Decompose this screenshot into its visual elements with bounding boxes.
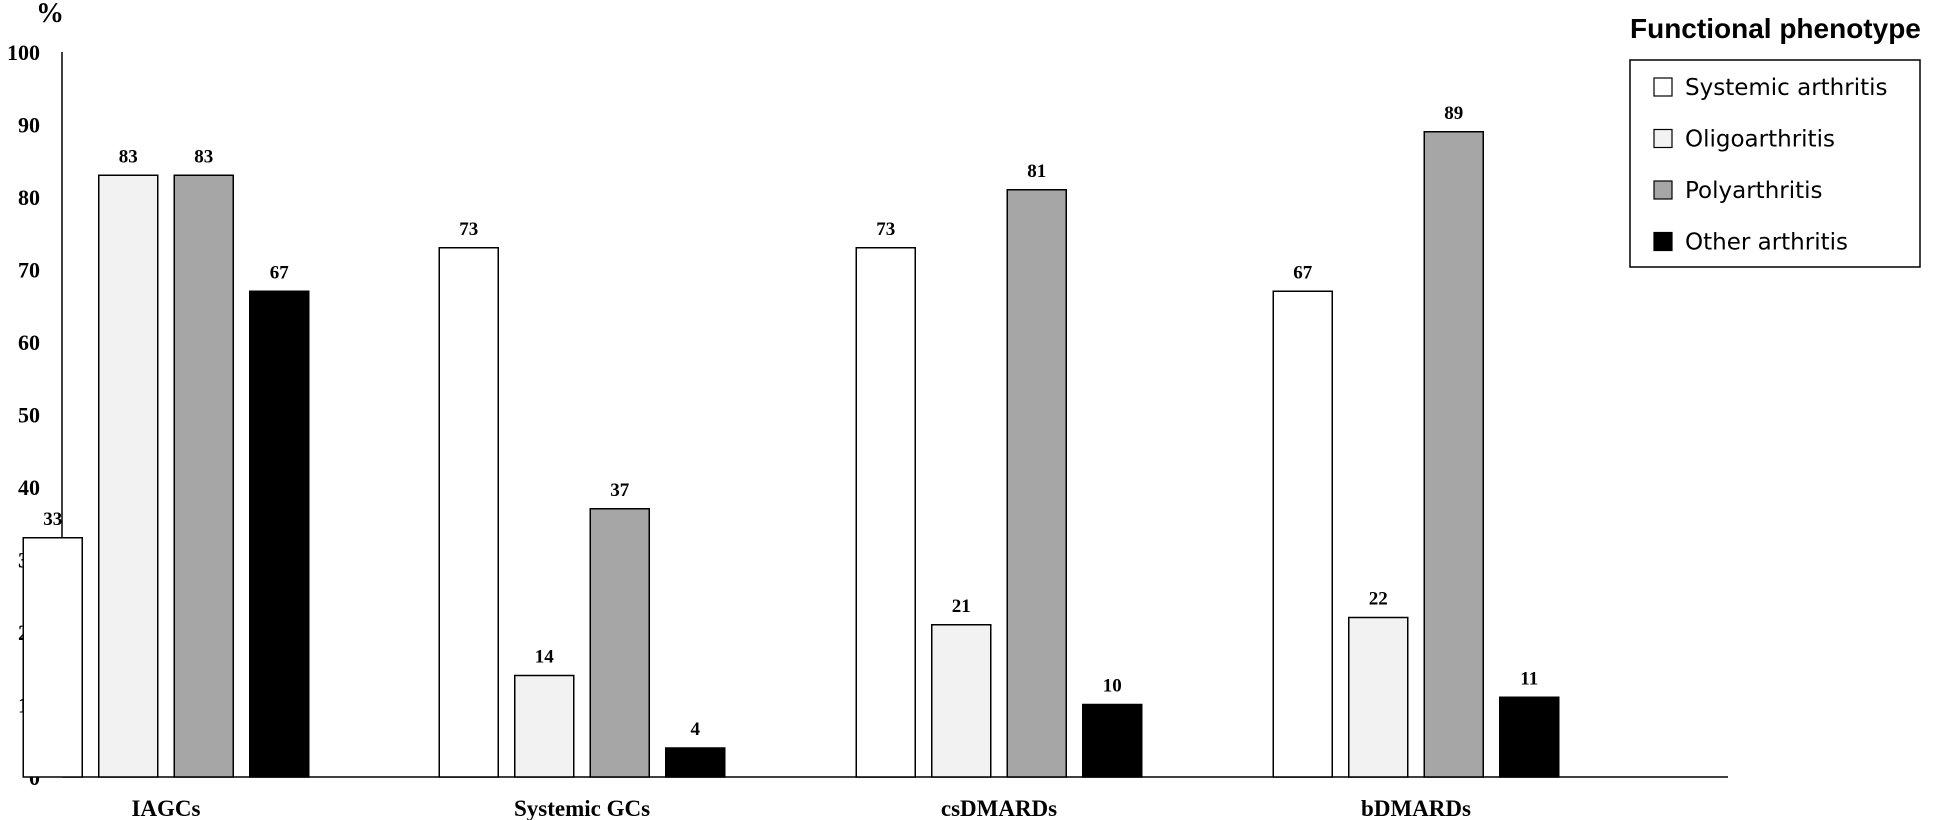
bar <box>1499 696 1560 778</box>
bar <box>1348 616 1409 778</box>
legend-label: Other arthritis <box>1685 230 1848 256</box>
data-label: 37 <box>610 480 630 501</box>
data-label: 67 <box>1293 262 1313 283</box>
data-label: 83 <box>194 146 213 167</box>
bar <box>438 247 499 778</box>
y-tick-label: 70 <box>18 258 40 283</box>
y-tick-label: 40 <box>18 475 40 500</box>
y-tick-label: 60 <box>18 330 40 355</box>
data-label: 67 <box>270 262 290 283</box>
legend-items: Systemic arthritis Oligoarthritis Polyarth… <box>1653 75 1888 256</box>
data-label: 73 <box>459 219 478 240</box>
category-labels: IAGCs Systemic GCs csDMARDs bDMARDs <box>131 796 1471 820</box>
legend-box <box>1629 59 1921 268</box>
bar <box>22 537 83 778</box>
y-tick-label: 100 <box>7 40 40 65</box>
y-tick-label: 90 <box>18 113 40 138</box>
legend-swatch <box>1653 128 1673 149</box>
legend-label: Oligoarthritis <box>1685 127 1835 153</box>
x-category-label: IAGCs <box>131 796 200 820</box>
legend-label: Systemic arthritis <box>1685 75 1888 101</box>
legend-label: Polyarthritis <box>1685 178 1823 204</box>
x-category-label: Systemic GCs <box>514 796 650 820</box>
bar <box>1423 131 1484 778</box>
y-tick-label: 50 <box>18 403 40 428</box>
bar <box>855 247 916 778</box>
legend-swatch <box>1653 77 1673 97</box>
data-label: 10 <box>1103 676 1122 697</box>
y-axis-unit-label: % <box>36 0 64 29</box>
data-label: 83 <box>119 146 138 167</box>
legend-title: Functional phenotype <box>1630 13 1921 44</box>
y-tick-label: 80 <box>18 185 40 210</box>
bar <box>589 508 650 778</box>
bar <box>665 747 726 778</box>
bar <box>514 674 575 778</box>
bar <box>1006 189 1067 778</box>
data-label: 33 <box>43 509 62 530</box>
legend: Functional phenotype Systemic arthritis O… <box>1629 13 1921 268</box>
bar <box>249 290 310 778</box>
data-label: 21 <box>952 596 971 617</box>
data-label: 89 <box>1444 103 1463 124</box>
bar <box>1082 703 1143 778</box>
data-label: 73 <box>876 219 895 240</box>
bar <box>173 174 234 778</box>
bar-groups: 33 83 83 67 73 14 37 4 73 21 81 10 67 22 89 11 <box>22 103 1560 778</box>
data-label: 22 <box>1369 589 1388 610</box>
legend-swatch <box>1653 231 1673 252</box>
x-category-label: bDMARDs <box>1361 796 1471 820</box>
data-label: 14 <box>535 647 555 668</box>
data-label: 4 <box>691 719 701 740</box>
data-label: 11 <box>1520 668 1538 689</box>
bar <box>931 624 992 778</box>
data-label: 81 <box>1027 161 1046 182</box>
bar <box>98 174 159 778</box>
bar <box>1272 290 1333 778</box>
x-category-label: csDMARDs <box>941 796 1057 820</box>
legend-swatch <box>1653 180 1673 200</box>
